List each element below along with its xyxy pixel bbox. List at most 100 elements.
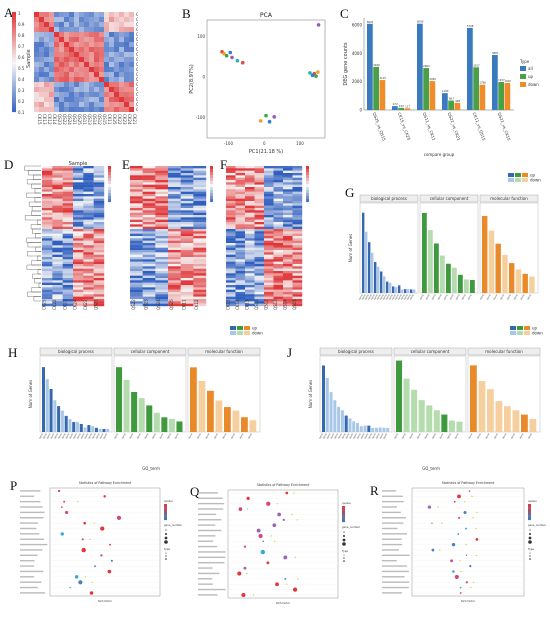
legend-label: down xyxy=(530,178,541,183)
heatmap-cell xyxy=(264,187,274,190)
heatmap-cell xyxy=(245,289,255,293)
go-term-label: term xyxy=(527,293,533,300)
legend-gene-title: gene_number xyxy=(164,523,183,527)
heatmap-cell xyxy=(64,107,69,112)
enrichment-point xyxy=(83,521,86,525)
heatmap-cell xyxy=(83,266,94,269)
heatmap-cell xyxy=(155,217,169,220)
go-section-label: molecular function xyxy=(205,349,243,354)
enrichment-point xyxy=(107,569,112,574)
heatmap-cell xyxy=(283,238,293,241)
heatmap-cell xyxy=(83,259,94,262)
heatmap-cell xyxy=(235,226,246,230)
heatmap-cell xyxy=(283,196,293,199)
heatmap-cell xyxy=(226,264,236,267)
heatmap-cell xyxy=(193,301,207,304)
heatmap-cell xyxy=(62,219,74,223)
heatmap-cell xyxy=(168,215,181,218)
heatmap-cell xyxy=(94,87,99,92)
enrichment-point xyxy=(441,522,443,524)
heatmap-cell xyxy=(130,278,143,281)
heatmap-cell xyxy=(283,243,293,246)
heatmap-cell xyxy=(273,259,284,262)
heatmap-cell xyxy=(69,47,74,52)
enrichment-point xyxy=(475,554,478,557)
heatmap-cell xyxy=(264,268,274,272)
heatmap-cell xyxy=(44,42,49,47)
heatmap-cell xyxy=(119,17,124,22)
row-label: CK25 xyxy=(136,87,138,92)
go-section-header xyxy=(319,347,393,356)
heatmap-cell xyxy=(292,203,303,206)
heatmap-cell xyxy=(193,217,207,220)
legend-swatch xyxy=(515,173,521,177)
heatmap-cell xyxy=(193,299,207,302)
heatmap-cell xyxy=(155,212,169,216)
heatmap-cell xyxy=(283,261,293,265)
heatmap-cell xyxy=(283,273,293,276)
heatmap-cell xyxy=(264,231,274,234)
heatmap-cell xyxy=(83,194,94,197)
heatmap-cell xyxy=(130,303,143,307)
heatmap-cell xyxy=(193,175,207,178)
heatmap-cell xyxy=(292,273,303,276)
heatmap-cell xyxy=(130,194,143,197)
column-label: CK22 xyxy=(52,299,57,310)
legend-swatch xyxy=(520,74,526,79)
heatmap-cell xyxy=(264,189,274,192)
heatmap-cell xyxy=(155,208,169,211)
qvalue-swatch xyxy=(164,512,167,514)
heatmap-cell xyxy=(73,198,84,202)
go-bar xyxy=(515,269,522,293)
heatmap-cell xyxy=(245,236,255,239)
y-axis-label: Sample xyxy=(26,49,32,68)
plot-area xyxy=(49,487,161,597)
heatmap-cell xyxy=(193,278,207,281)
heatmap-cell xyxy=(226,240,236,244)
heatmap-cell xyxy=(226,224,236,227)
heatmap-cell xyxy=(180,222,194,225)
go-bar xyxy=(42,367,46,432)
heatmap-cell xyxy=(109,107,114,112)
heatmap-cell xyxy=(52,285,63,288)
dendrogram-branch xyxy=(27,291,41,297)
heatmap-cell xyxy=(273,273,284,276)
heatmap-cell xyxy=(114,47,119,52)
y-axis-label: DEG gene counts xyxy=(343,42,349,86)
heatmap-cell xyxy=(168,275,181,279)
qvalue-swatch xyxy=(528,518,531,521)
heatmap-cell xyxy=(73,236,84,239)
scale-swatch xyxy=(210,169,213,173)
heatmap-cell xyxy=(226,271,236,274)
enrichment-point xyxy=(464,501,466,503)
heatmap-cell xyxy=(54,102,59,107)
heatmap-cell xyxy=(104,17,109,22)
heatmap-cell xyxy=(99,17,104,22)
dendrogram-branch xyxy=(31,210,41,216)
heatmap-cell xyxy=(84,72,89,77)
heatmap-cell xyxy=(89,22,94,27)
go-term-label: term xyxy=(337,432,343,439)
legend-swatch xyxy=(244,331,250,335)
heatmap-cell xyxy=(235,212,246,216)
go-bar xyxy=(79,423,83,432)
panel-label-d: D xyxy=(4,157,14,172)
heatmap-cell xyxy=(264,275,274,279)
dendrogram-branch xyxy=(26,264,41,270)
heatmap-cell xyxy=(226,285,236,288)
heatmap-cell xyxy=(64,67,69,72)
heatmap-cell xyxy=(273,168,284,171)
dendrogram-branch xyxy=(32,273,41,279)
go-term-label: term xyxy=(454,432,460,439)
heatmap-cell xyxy=(109,32,114,37)
heatmap-cell xyxy=(235,257,246,260)
heatmap-cell xyxy=(273,238,284,241)
heatmap-cell xyxy=(73,245,84,248)
go-bar xyxy=(478,381,486,432)
heatmap-cell xyxy=(93,177,105,181)
heatmap-cell xyxy=(168,250,181,253)
go-section-label: cellular component xyxy=(430,196,469,201)
heatmap-cell xyxy=(264,233,274,237)
heatmap-cell xyxy=(235,168,246,171)
heatmap-cell xyxy=(245,275,255,279)
